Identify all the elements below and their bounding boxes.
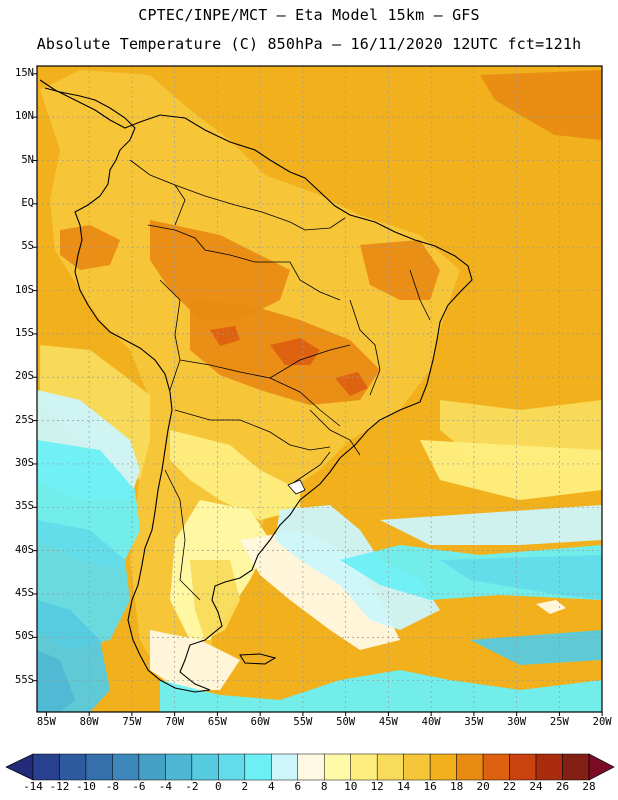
longitude-label: 60W [250, 716, 270, 728]
longitude-label: 65W [207, 716, 227, 728]
colorbar-tick-label: 26 [555, 780, 570, 793]
map-gridlines [37, 66, 602, 712]
colorbar-tick-label: -8 [105, 780, 120, 793]
colorbar-tick-label: -10 [76, 780, 96, 793]
colorbar-tick-label: 12 [370, 780, 384, 793]
colorbar-swatch [429, 753, 457, 781]
colorbar-tick-label: 16 [423, 780, 437, 793]
longitude-label: 20W [592, 716, 612, 728]
colorbar-tick-label: 2 [241, 780, 249, 793]
colorbar-tick-label: 0 [215, 780, 222, 793]
colorbar-tick-label: -2 [185, 780, 199, 793]
colorbar-low-arrow [5, 753, 34, 781]
colorbar-swatch [32, 753, 60, 781]
longitude-label: 80W [79, 716, 99, 728]
longitude-label: 45W [378, 716, 398, 728]
latitude-label: 10N [15, 110, 34, 123]
colorbar-tick-label: -12 [49, 780, 70, 793]
colorbar-swatch [165, 753, 193, 781]
longitude-label: 85W [36, 716, 56, 728]
chart-title-line-1: CPTEC/INPE/MCT – Eta Model 15km – GFS [138, 6, 480, 24]
latitude-label: 10S [15, 283, 34, 296]
longitude-label: 70W [165, 716, 185, 728]
latitude-label: 50S [15, 630, 34, 643]
longitude-label: 30W [507, 716, 527, 728]
colorbar-swatch [376, 753, 404, 781]
colorbar-swatch [218, 753, 246, 781]
latitude-label: 20S [15, 370, 34, 383]
latitude-label: 35S [15, 500, 34, 513]
latitude-label: 15N [15, 66, 34, 79]
temperature-field [37, 66, 602, 712]
colorbar-swatch [271, 753, 299, 781]
colorbar-high-arrow [588, 753, 615, 781]
colorbar-tick-label: 6 [294, 780, 302, 793]
colorbar-swatch [535, 753, 563, 781]
colorbar-swatch [191, 753, 219, 781]
latitude-label: 55S [15, 673, 34, 686]
colorbar-tick-label: 14 [397, 780, 411, 793]
colorbar-tick-label: -14 [23, 780, 43, 793]
latitude-label: 5S [21, 240, 34, 253]
longitude-label: 50W [336, 716, 356, 728]
colorbar-swatch [350, 753, 378, 781]
colorbar-tick-label: 20 [476, 780, 490, 793]
colorbar-swatch [59, 753, 87, 781]
map-frame [36, 65, 603, 713]
colorbar-swatch [244, 753, 272, 781]
colorbar-swatch [85, 753, 113, 781]
colorbar [5, 753, 615, 781]
longitude-label: 25W [549, 716, 569, 728]
longitude-label: 55W [293, 716, 313, 728]
axis-ticks [33, 73, 603, 716]
longitude-label: 40W [421, 716, 441, 728]
colorbar-swatch [297, 753, 325, 781]
latitude-label: 40S [15, 543, 34, 556]
colorbar-swatch [323, 753, 351, 781]
latitude-label: 25S [15, 413, 34, 426]
colorbar-tick-label: 24 [529, 780, 543, 793]
colorbar-swatch [562, 753, 590, 781]
longitude-label: 35W [464, 716, 484, 728]
coastline-and-borders [39, 79, 473, 693]
longitude-label: 75W [122, 716, 142, 728]
colorbar-tick-label: 8 [320, 780, 328, 793]
colorbar-swatch [403, 753, 431, 781]
colorbar-tick-label: -6 [132, 780, 146, 793]
colorbar-tick-label: 4 [267, 780, 275, 793]
colorbar-tick-label: -4 [158, 780, 172, 793]
colorbar-swatch [456, 753, 484, 781]
colorbar-swatch [138, 753, 166, 781]
latitude-label: 15S [15, 326, 34, 339]
latitude-label: 5N [21, 153, 34, 166]
chart-title-line-2: Absolute Temperature (C) 850hPa – 16/11/… [36, 35, 582, 53]
latitude-label: 30S [15, 456, 34, 469]
colorbar-tick-label: 18 [449, 780, 464, 793]
colorbar-swatch [112, 753, 140, 781]
latitude-label: 45S [15, 587, 34, 599]
latitude-label: EQ [21, 196, 34, 209]
colorbar-tick-label: 28 [582, 780, 596, 793]
colorbar-swatch [482, 753, 510, 781]
colorbar-tick-label: 22 [502, 780, 517, 793]
colorbar-tick-label: 10 [344, 780, 358, 793]
colorbar-swatch [509, 753, 537, 781]
